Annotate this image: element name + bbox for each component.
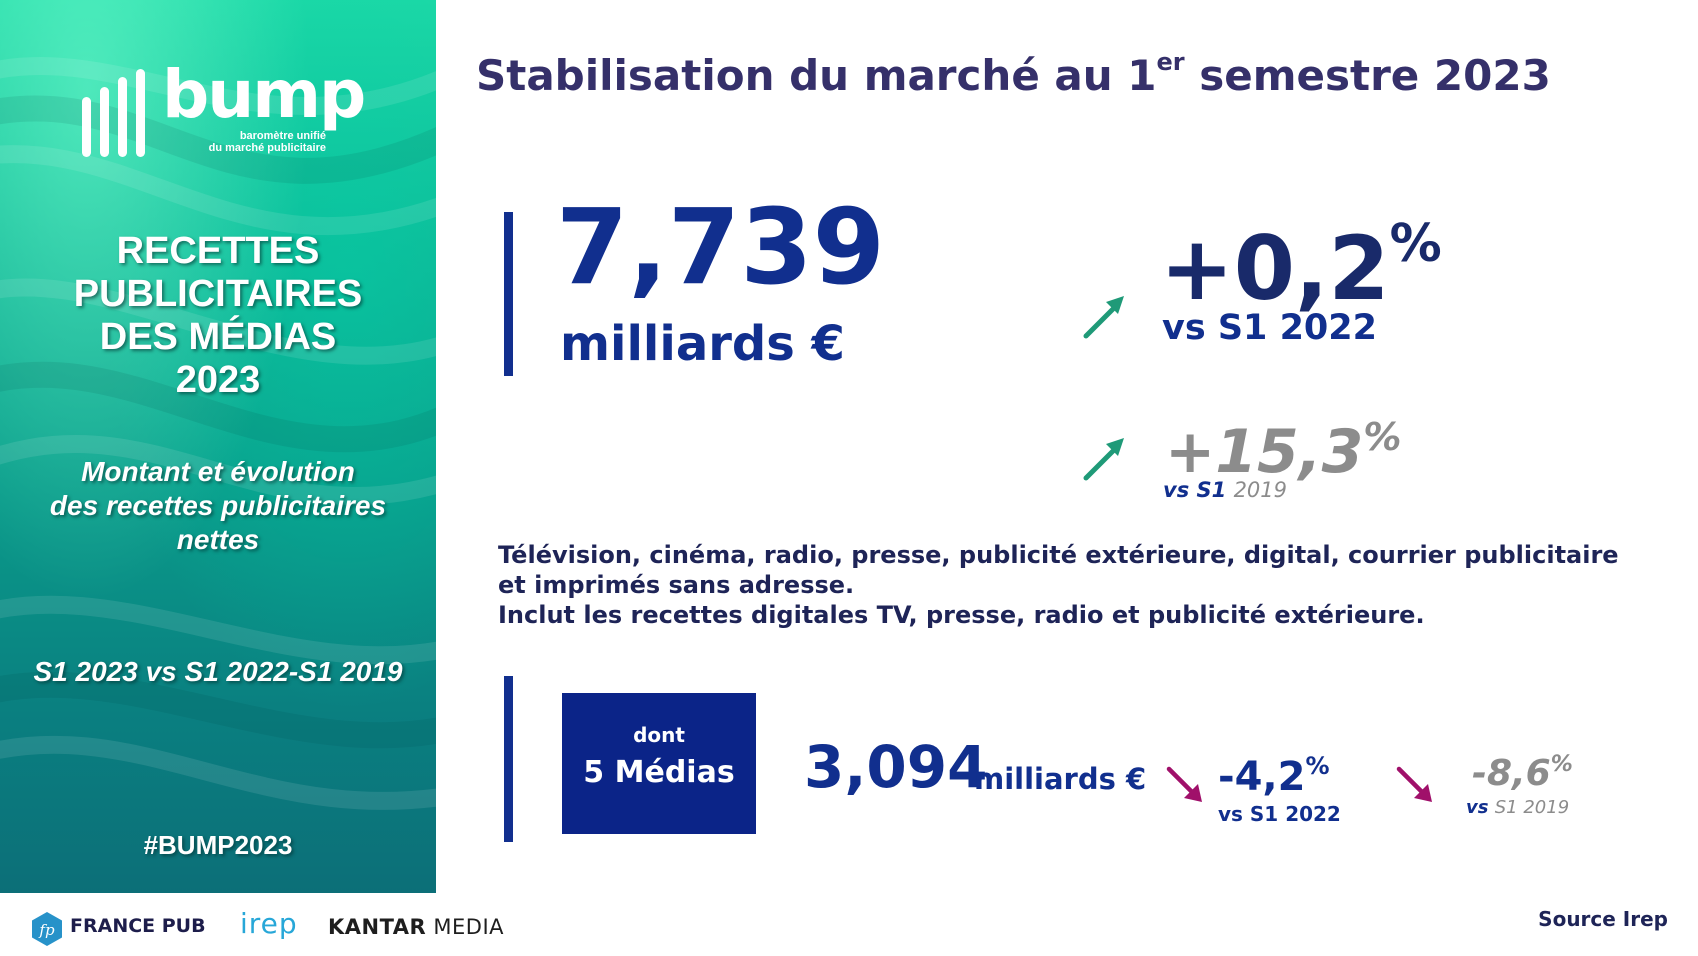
panel-subtitle: Montant et évolution des recettes public… — [49, 456, 387, 555]
media-evolution-vs-2019-label: vs S1 2019 — [1466, 797, 1570, 818]
arrow-up-right-icon — [1083, 296, 1124, 339]
arrow-up-right-icon — [1083, 438, 1124, 481]
media-amount: 3,094 — [804, 733, 988, 801]
irep-logo: irep — [240, 907, 298, 940]
panel-title: RECETTES PUBLICITAIRES DES MÉDIAS 2023 — [73, 230, 363, 401]
evolution-vs-2019-label: vs S1 2019 — [1163, 478, 1288, 502]
media-evolution-vs-2022-label: vs S1 2022 — [1218, 802, 1341, 826]
swirl-background — [0, 57, 436, 811]
main-figure-accent-bar — [504, 212, 513, 376]
evolution-vs-2019-value: +15,3% — [1165, 415, 1402, 487]
bump-bars-icon — [82, 69, 145, 157]
media-evolution-vs-2019-value: -8,6% — [1472, 752, 1573, 794]
svg-text:fp: fp — [38, 921, 55, 939]
panel-hashtag: #BUMP2023 — [143, 830, 293, 860]
footer: fp FRANCE PUB irep KANTAR MEDIA Source I… — [0, 893, 1698, 956]
media-accent-bar — [504, 676, 513, 842]
bump-tagline: baromètre unifié du marché publicitaire — [208, 130, 326, 154]
main-amount: 7,739 — [556, 186, 885, 308]
panel-period: S1 2023 vs S1 2022-S1 2019 — [33, 656, 403, 687]
bump-wordmark: bump — [162, 56, 366, 133]
slide-title: Stabilisation du marché au 1er semestre … — [476, 48, 1551, 100]
evolution-vs-2022-label: vs S1 2022 — [1162, 308, 1377, 348]
france-pub-icon: fp — [32, 912, 62, 946]
france-pub-logo: FRANCE PUB — [70, 915, 206, 937]
media-evolution-vs-2022-value: -4,2% — [1218, 752, 1330, 800]
media-unit: milliards € — [974, 762, 1147, 796]
arrow-down-right-icon — [1166, 766, 1202, 802]
arrow-down-right-icon — [1396, 766, 1432, 802]
evolution-vs-2022-value: +0,2% — [1160, 214, 1442, 320]
scope-description: Télévision, cinéma, radio, presse, publi… — [498, 541, 1619, 629]
main-unit: milliards € — [560, 316, 845, 372]
source-note: Source Irep — [1538, 907, 1668, 931]
bump-logo: bump baromètre unifié du marché publicit… — [80, 56, 370, 162]
five-media-box: dont 5 Médias — [562, 693, 756, 834]
kantar-media-logo: KANTAR MEDIA — [328, 915, 505, 939]
left-panel: bump baromètre unifié du marché publicit… — [0, 0, 436, 893]
